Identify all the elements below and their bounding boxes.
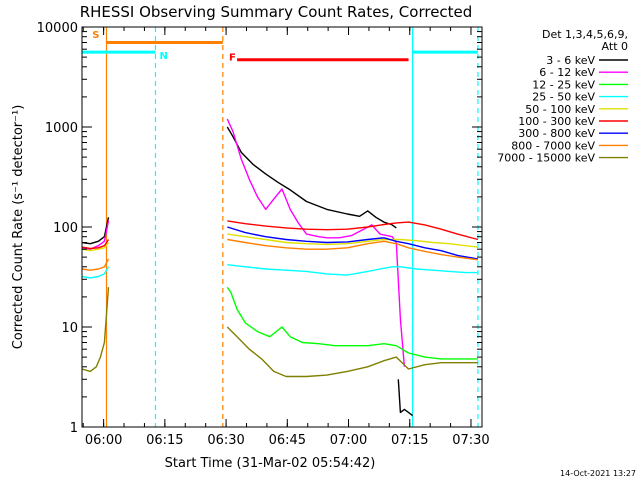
x-tick-label: 06:30 [207, 433, 244, 448]
x-tick-label: 06:45 [269, 433, 306, 448]
series-line-8 [81, 258, 110, 271]
chart-title: RHESSI Observing Summary Count Rates, Co… [80, 3, 473, 21]
footer-date: 14-Oct-2021 13:27 [560, 469, 636, 478]
legend-entry-label: 3 - 6 keV [546, 54, 595, 67]
legend-entry-label: 50 - 100 keV [525, 103, 595, 116]
series-line-5 [227, 233, 478, 248]
series-line-2 [226, 118, 406, 367]
series-line-4 [81, 266, 110, 279]
x-tick-label: 07:00 [330, 433, 367, 448]
flag-label-f: F [229, 53, 236, 64]
legend-header-line2: Att 0 [602, 40, 628, 53]
y-axis-label: Corrected Count Rate (s⁻¹ detector⁻¹) [11, 105, 26, 350]
data-layer: S N F [81, 27, 479, 427]
legend-entry-label: 25 - 50 keV [532, 91, 595, 104]
legend-entry-label: 800 - 7000 keV [511, 139, 595, 152]
series-line-3 [226, 286, 478, 360]
series-line-1 [81, 217, 110, 245]
legend-entry-label: 300 - 800 keV [518, 127, 595, 140]
flag-label-n: N [160, 51, 168, 62]
x-tick-label: 07:30 [452, 433, 489, 448]
legend-entry-label: 6 - 12 keV [539, 66, 595, 79]
series-line-1 [226, 126, 397, 229]
legend-entry-label: 100 - 300 keV [518, 115, 595, 128]
series-line-6 [227, 220, 479, 241]
axis-layer: 06:00 06:15 06:30 06:45 07:00 07:15 07:30 1 10 10… [37, 21, 490, 448]
y-tick-label: 100 [53, 221, 78, 236]
series-line-9 [81, 287, 110, 373]
x-axis-label: Start Time (31-Mar-02 05:54:42) [165, 456, 376, 471]
series-line-5 [81, 242, 110, 252]
x-tick-label: 06:00 [85, 433, 122, 448]
legend-header-line1: Det 1,3,4,5,6,9, [542, 28, 628, 41]
y-tick-label: 10000 [37, 21, 78, 36]
series-line-1 [397, 379, 414, 417]
series-line-4 [227, 264, 478, 276]
series-line-7 [227, 226, 479, 260]
series-line-9 [226, 326, 478, 378]
series-line-8 [227, 238, 478, 261]
flag-label-s: S [92, 30, 99, 41]
y-tick-label: 10 [61, 321, 78, 336]
legend-entry-label: 7000 - 15000 keV [497, 152, 595, 165]
x-tick-label: 06:15 [146, 433, 183, 448]
x-tick-label: 07:15 [391, 433, 428, 448]
y-tick-label: 1 [70, 421, 78, 436]
series-line-6 [81, 239, 110, 250]
legend-entry-label: 12 - 25 keV [532, 78, 595, 91]
y-tick-label: 1000 [45, 121, 78, 136]
